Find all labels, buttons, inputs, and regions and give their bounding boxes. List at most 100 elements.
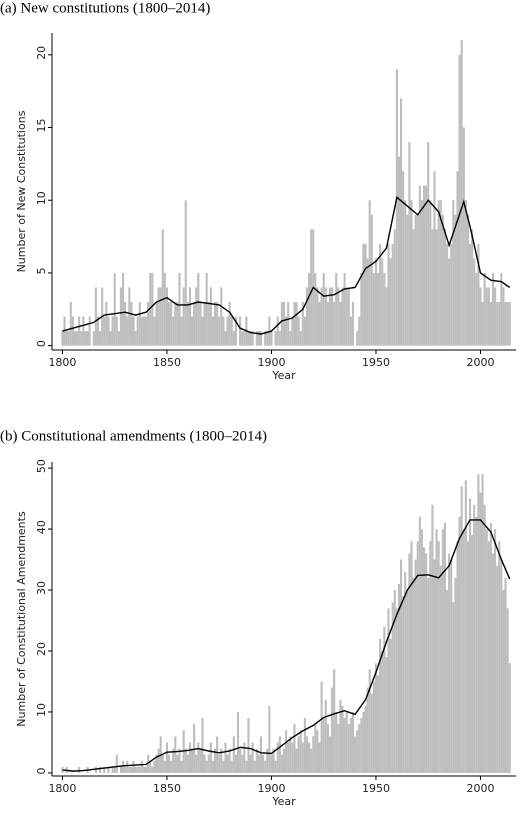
- bar: [393, 590, 396, 773]
- bar: [410, 541, 413, 773]
- bar: [272, 748, 275, 773]
- bar: [220, 287, 223, 346]
- bar: [78, 766, 81, 773]
- bar: [251, 742, 254, 773]
- bar: [176, 302, 179, 346]
- bar: [483, 504, 486, 773]
- bar: [471, 229, 474, 346]
- bar: [414, 214, 417, 346]
- bar: [278, 736, 281, 773]
- bar: [412, 229, 415, 346]
- bar: [184, 748, 187, 773]
- bar: [408, 142, 411, 346]
- bar: [224, 331, 227, 346]
- bar: [397, 583, 400, 773]
- bar: [354, 736, 357, 773]
- x-tick-label: 1950: [362, 782, 390, 795]
- bar: [276, 742, 279, 773]
- bar: [491, 553, 495, 773]
- bar: [103, 766, 106, 773]
- bar: [136, 316, 139, 346]
- bar: [234, 754, 237, 773]
- bar: [199, 748, 202, 773]
- bar: [184, 200, 187, 346]
- bar: [468, 498, 472, 773]
- bar: [429, 541, 432, 773]
- bar: [205, 760, 208, 773]
- bar: [360, 718, 363, 773]
- bar: [402, 171, 405, 346]
- bar: [349, 718, 352, 773]
- bar: [301, 302, 304, 346]
- bar: [111, 316, 114, 346]
- bar: [377, 675, 380, 773]
- bar: [473, 504, 476, 773]
- bar: [487, 287, 490, 346]
- bar: [287, 742, 290, 773]
- bar: [128, 287, 131, 346]
- bar: [291, 316, 294, 346]
- bar: [389, 258, 392, 346]
- bar: [337, 287, 340, 346]
- bar: [122, 760, 125, 773]
- x-tick-label: 1850: [153, 782, 181, 795]
- bar: [316, 730, 319, 773]
- bar: [96, 316, 100, 346]
- chart-title: (b) Constitutional amendments (1800–2014…: [0, 428, 267, 444]
- bar: [412, 577, 415, 773]
- bar: [443, 229, 446, 346]
- bar: [180, 760, 183, 773]
- bar: [310, 748, 313, 773]
- bar: [308, 742, 311, 773]
- bar: [285, 730, 288, 773]
- bar: [239, 316, 242, 346]
- bar: [439, 565, 442, 773]
- bar: [119, 287, 123, 346]
- bar: [247, 718, 250, 773]
- bar: [441, 529, 444, 773]
- bar: [335, 272, 338, 346]
- bar: [259, 331, 263, 346]
- bar: [303, 316, 306, 346]
- y-tick-label: 50: [35, 459, 48, 473]
- bar: [168, 754, 171, 773]
- bar: [99, 766, 102, 773]
- bar: [295, 748, 298, 773]
- bar: [437, 200, 440, 346]
- bar: [471, 535, 474, 773]
- bar: [287, 302, 290, 346]
- bar: [280, 302, 283, 346]
- bar: [61, 331, 64, 346]
- bar: [379, 638, 382, 773]
- bar: [278, 331, 281, 346]
- bar: [197, 742, 200, 773]
- bar: [161, 754, 164, 773]
- bar: [456, 541, 459, 773]
- y-tick-label: 10: [35, 191, 48, 205]
- bar: [257, 754, 260, 773]
- bar: [452, 602, 455, 773]
- bar: [236, 711, 240, 773]
- bar: [364, 705, 367, 773]
- y-axis-label: Number of New Constitutions: [15, 110, 28, 272]
- bar: [241, 754, 244, 773]
- bar: [504, 577, 507, 773]
- bar: [489, 522, 492, 773]
- bar: [257, 331, 260, 346]
- bar: [226, 754, 229, 773]
- bar: [153, 316, 156, 346]
- bar: [76, 331, 79, 346]
- bar: [485, 529, 488, 773]
- bar: [406, 590, 409, 773]
- bar: [326, 724, 329, 773]
- x-tick-label: 1900: [257, 782, 285, 795]
- bar: [358, 724, 361, 773]
- bar: [370, 693, 373, 773]
- bar: [331, 287, 334, 346]
- bar: [67, 331, 70, 346]
- bar: [500, 272, 503, 346]
- bar: [406, 214, 409, 346]
- bar: [230, 316, 233, 346]
- bar: [383, 272, 386, 346]
- bar: [351, 711, 355, 773]
